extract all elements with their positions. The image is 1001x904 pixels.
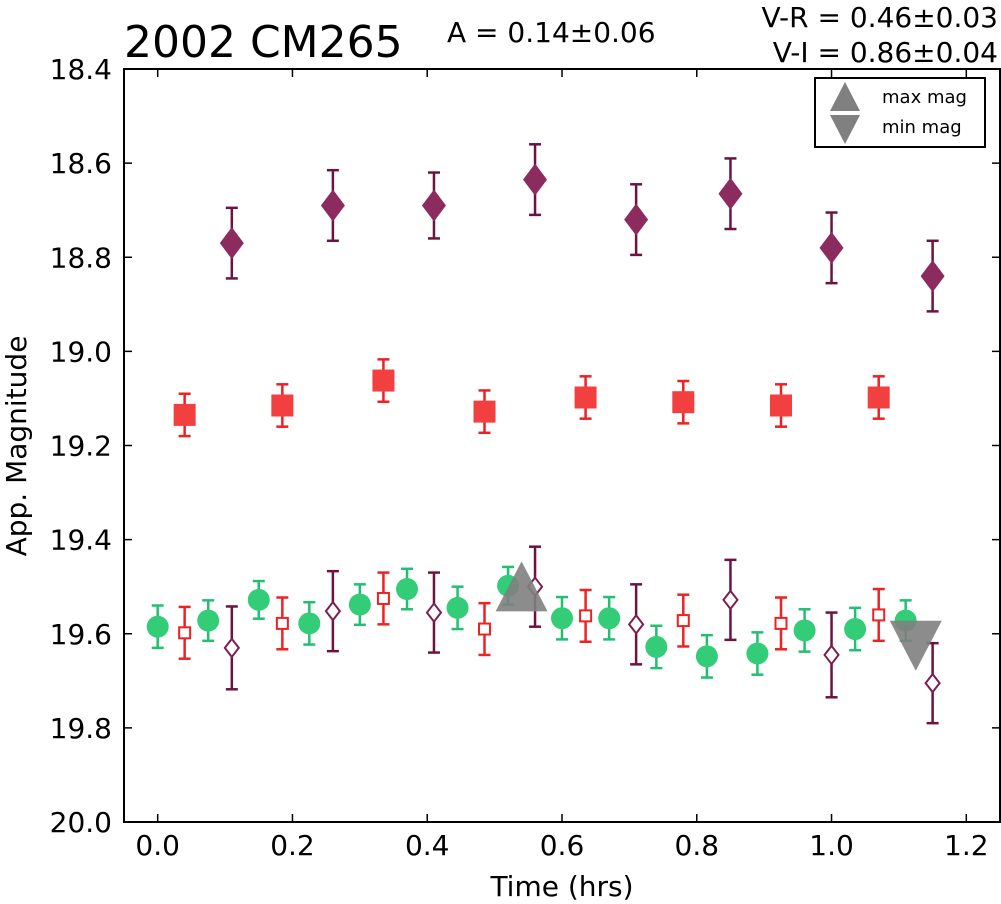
data-point-diamond-open [425,601,443,624]
data-point-square [574,386,597,409]
data-point-square-open [579,609,593,623]
data-point-square-open [872,608,886,622]
data-point-circle [298,612,321,635]
x-tick-label: 0.2 [270,829,315,862]
legend-max-mag-label: max mag [882,87,967,108]
y-tick-label: 18.8 [50,241,112,274]
data-point-circle [197,609,220,632]
data-point-square-open [178,626,192,640]
data-point-square-open [774,616,788,630]
x-axis-label: Time (hrs) [489,870,633,903]
data-point-circle [598,607,621,630]
y-tick-label: 18.4 [50,53,112,86]
y-tick-label: 19.4 [50,524,112,557]
data-point-diamond [624,203,649,236]
plot-frame [123,68,1001,823]
chart-title: 2002 CM265 [124,17,403,68]
data-point-square [867,386,890,409]
x-tick-label: 1.0 [809,829,854,862]
x-tick-label: 0.8 [675,829,720,862]
data-point-diamond [523,163,548,196]
data-point-square [173,403,196,426]
data-point-circle [695,645,718,668]
data-point-circle [146,615,169,638]
data-point-circle [396,578,419,601]
data-point-circle [844,618,867,641]
y-tick-label: 20.0 [50,806,112,839]
legend: max mag min mag [814,77,986,148]
legend-min-mag-icon [830,115,860,144]
data-point-square [372,369,395,392]
data-point-circle [746,642,769,665]
data-point-square-open [478,622,492,636]
data-point-diamond [320,189,345,222]
data-point-circle [645,635,668,658]
data-point-square-open [676,614,690,628]
data-point-diamond [718,177,743,210]
data-point-square [770,394,792,417]
data-point-circle [348,593,371,616]
y-tick-label: 19.0 [50,335,112,368]
max-mag-marker [495,561,548,612]
data-point-circle [247,588,270,611]
data-point-square-open [275,616,289,630]
data-point-diamond-open [924,672,941,694]
data-point-diamond [421,189,446,222]
vi-color-annotation: V-I = 0.86±0.04 [773,36,998,69]
axis-ticks: 0.0 0.2 0.4 0.6 0.8 1.0 1.2 18.4 18.6 18.8 19.0 19.… [50,53,1000,862]
data-point-diamond [819,231,844,264]
data-point-diamond [219,227,244,260]
data-point-diamond [920,260,945,293]
data-point-square [672,391,695,414]
data-point-diamond-open [823,644,840,666]
plot-markers [146,143,945,725]
data-point-diamond-open [722,589,739,611]
y-tick-label: 18.6 [50,147,112,180]
legend-min-mag-label: min mag [882,117,962,138]
y-tick-label: 19.8 [50,712,112,745]
data-point-circle [446,596,469,619]
data-point-square-open [376,591,390,605]
data-point-circle [793,619,816,642]
x-tick-label: 0.4 [405,829,450,862]
y-axis-label: App. Magnitude [0,336,33,557]
data-point-circle [551,607,573,630]
data-point-diamond-open [324,600,342,622]
x-tick-label: 0.6 [540,829,585,862]
amplitude-annotation: A = 0.14±0.06 [447,16,656,49]
data-point-diamond-open [223,637,241,659]
data-point-diamond-open [627,613,645,635]
x-tick-label: 0.0 [135,829,180,862]
x-tick-label: 1.2 [944,829,989,862]
data-point-square [271,394,294,417]
data-point-square [473,400,496,423]
y-tick-label: 19.2 [50,430,112,463]
min-mag-marker [889,620,942,671]
y-tick-label: 19.6 [50,618,112,651]
legend-max-mag-icon [830,82,860,111]
vr-color-annotation: V-R = 0.46±0.03 [762,1,998,34]
